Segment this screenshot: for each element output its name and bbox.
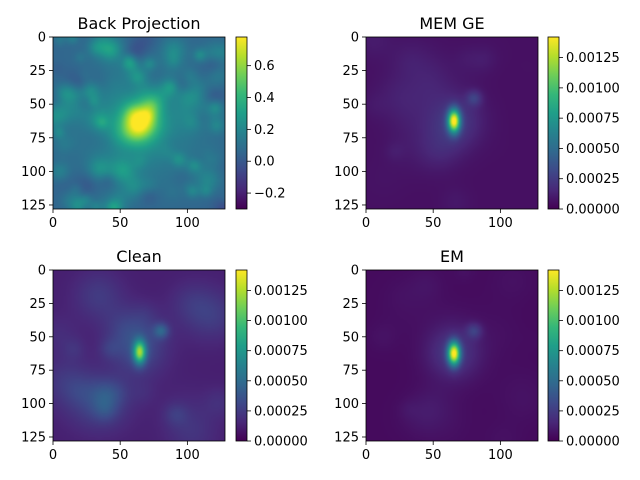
heatmap-image <box>53 270 225 441</box>
colorbar-frame <box>235 269 248 442</box>
y-tick-label: 100 <box>21 165 46 180</box>
y-tick-label: 50 <box>342 330 359 345</box>
colorbar-tick-label: 0.00075 <box>566 344 620 359</box>
colorbar-tick-label: −0.2 <box>254 187 286 202</box>
y-tick-label: 100 <box>334 397 359 412</box>
y-tick-label: 25 <box>342 64 359 79</box>
panel-clean: Clean 0 50 100 0 25 50 75 100 125 0.00000 0.00025… <box>21 247 308 463</box>
colorbar-tick-label: 0.2 <box>254 123 275 138</box>
y-tick-label: 100 <box>21 397 46 412</box>
y-tick-label: 25 <box>29 297 46 312</box>
colorbar-tick-label: 0.00100 <box>254 314 308 329</box>
colorbar-frame <box>235 36 248 210</box>
colorbar-tick-label: 0.00125 <box>566 51 620 66</box>
colorbar-tick-label: 0.00125 <box>566 284 620 299</box>
panel-mem-ge: MEM GE 0 50 100 0 25 50 75 100 125 0.00000 0.0002… <box>334 14 620 231</box>
colorbar-tick-label: 0.00100 <box>566 314 620 329</box>
y-tick-label: 75 <box>29 131 46 146</box>
heatmap-image <box>366 270 538 441</box>
panel-back-projection: Back Projection 0 50 100 0 25 50 75 100 125 −0.2… <box>21 14 285 231</box>
y-tick-label: 0 <box>351 264 359 279</box>
axes: 0 50 100 0 25 50 75 100 125 <box>334 31 539 231</box>
y-tick-label: 50 <box>29 330 46 345</box>
y-tick-label: 125 <box>334 198 359 213</box>
colorbar-tick-label: 0.4 <box>254 91 275 106</box>
y-tick-label: 0 <box>351 31 359 46</box>
colorbar-tick-label: 0.00025 <box>566 404 620 419</box>
y-tick-label: 100 <box>334 165 359 180</box>
heatmap-raster <box>366 37 538 209</box>
panel-title: MEM GE <box>419 14 484 33</box>
heatmap-image <box>53 37 225 209</box>
colorbar-tick-label: 0.00050 <box>254 374 308 389</box>
y-tick-label: 25 <box>342 297 359 312</box>
x-tick-label: 100 <box>488 216 513 231</box>
axes-frame <box>365 36 539 210</box>
x-tick-label: 100 <box>175 448 200 463</box>
colorbar-tick-label: 0.0 <box>254 155 275 170</box>
y-tick-label: 75 <box>342 131 359 146</box>
axes: 0 50 100 0 25 50 75 100 125 <box>334 264 539 463</box>
x-tick-label: 0 <box>49 216 57 231</box>
colorbar: 0.00000 0.00025 0.00050 0.00075 0.00100 0.001… <box>547 269 620 450</box>
axes-frame <box>365 269 539 442</box>
colorbar-tick-label: 0.00100 <box>566 81 620 96</box>
x-tick-label: 50 <box>425 216 442 231</box>
axes: 0 50 100 0 25 50 75 100 125 <box>21 264 226 463</box>
colorbar-tick-label: 0.00000 <box>566 203 620 218</box>
x-tick-label: 0 <box>49 448 57 463</box>
y-tick-label: 75 <box>29 364 46 379</box>
x-tick-label: 50 <box>112 448 129 463</box>
colorbar-tick-label: 0.00000 <box>254 435 308 450</box>
y-tick-label: 125 <box>21 430 46 445</box>
y-tick-label: 0 <box>38 31 46 46</box>
colorbar: 0.00000 0.00025 0.00050 0.00075 0.00100 0.001… <box>547 36 620 218</box>
colorbar-tick-label: 0.00125 <box>254 284 308 299</box>
heatmap-raster <box>53 270 225 441</box>
x-tick-label: 50 <box>425 448 442 463</box>
axes-frame <box>52 269 226 442</box>
colorbar-tick-label: 0.00025 <box>254 404 308 419</box>
axes-frame <box>52 36 226 210</box>
panel-title: EM <box>440 247 464 266</box>
x-tick-label: 0 <box>362 448 370 463</box>
heatmap-image <box>366 37 538 209</box>
colorbar-tick-label: 0.00000 <box>566 435 620 450</box>
colorbar: −0.2 0.0 0.2 0.4 0.6 <box>235 36 286 210</box>
colorbar-frame <box>547 36 560 210</box>
y-tick-label: 50 <box>342 98 359 113</box>
y-tick-label: 25 <box>29 64 46 79</box>
colorbar-tick-label: 0.00075 <box>254 344 308 359</box>
colorbar-tick-label: 0.00050 <box>566 142 620 157</box>
colorbar-gradient <box>236 270 247 441</box>
panel-title: Clean <box>116 247 161 266</box>
colorbar-tick-label: 0.6 <box>254 59 275 74</box>
colorbar-frame <box>547 269 560 442</box>
colorbar-gradient <box>236 37 247 209</box>
y-tick-label: 125 <box>334 430 359 445</box>
x-tick-label: 50 <box>112 216 129 231</box>
y-tick-label: 0 <box>38 264 46 279</box>
colorbar-tick-label: 0.00075 <box>566 112 620 127</box>
colorbar-tick-label: 0.00025 <box>566 172 620 187</box>
y-tick-label: 75 <box>342 364 359 379</box>
axes: 0 50 100 0 25 50 75 100 125 <box>21 31 226 231</box>
y-tick-label: 50 <box>29 98 46 113</box>
colorbar-gradient <box>548 37 559 209</box>
x-tick-label: 0 <box>362 216 370 231</box>
heatmap-raster <box>366 270 538 441</box>
x-tick-label: 100 <box>175 216 200 231</box>
y-tick-label: 125 <box>21 198 46 213</box>
panel-title: Back Projection <box>77 14 200 33</box>
colorbar-tick-label: 0.00050 <box>566 374 620 389</box>
heatmap-raster <box>53 37 225 209</box>
x-tick-label: 100 <box>488 448 513 463</box>
colorbar-gradient <box>548 270 559 441</box>
colorbar: 0.00000 0.00025 0.00050 0.00075 0.00100 0.001… <box>235 269 308 450</box>
